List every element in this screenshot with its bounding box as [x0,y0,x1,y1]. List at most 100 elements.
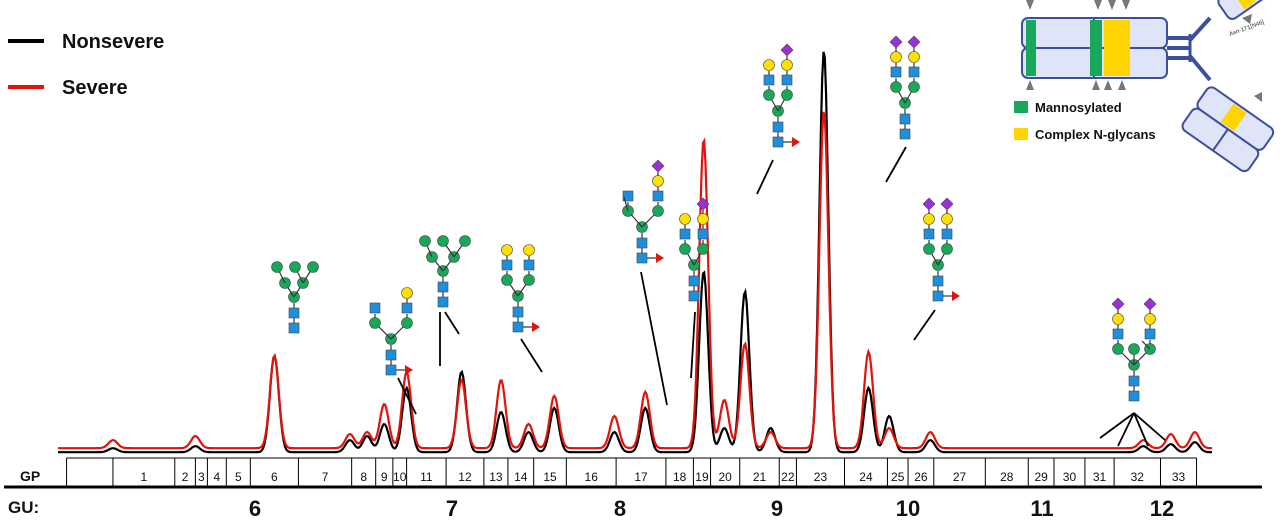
inset-legend-swatch-complex [1014,128,1028,140]
gp-label: 12 [458,470,472,484]
mannose-icon [781,89,793,101]
gp-label: 29 [1034,470,1048,484]
glcnac-icon [1144,328,1156,340]
gp-label: 6 [271,470,278,484]
mannose-icon [289,261,301,273]
chromatogram-traces [58,51,1212,454]
mannose-icon [679,243,691,255]
galactose-icon [941,213,953,225]
mannose-icon [271,261,283,273]
gp-label: 24 [859,470,873,484]
antibody-schematic [1021,0,1275,173]
glcnac-icon [908,66,920,78]
mannose-icon [401,317,413,329]
inset-site-label: Asn-171[N46] [1229,20,1266,38]
gp-label: 13 [489,470,503,484]
gp-label: 18 [673,470,687,484]
gp-label: 26 [914,470,928,484]
gu-tick-label: 7 [446,496,458,521]
glycan-g2s [756,43,800,195]
sialic-acid-icon [922,197,936,211]
mannose-icon [890,81,902,93]
peak-pointer-line [640,271,668,406]
sialic-acid-icon [889,35,903,49]
glcnac-icon [688,290,700,302]
glcnac-icon [512,306,524,318]
sialic-acid-icon [651,159,665,173]
glycan-hybrid [369,287,417,415]
gu-axis-label: GU: [8,498,39,517]
glcnac-icon [1112,328,1124,340]
gu-tick-label: 6 [249,496,261,521]
glycan-g3s3 [1099,297,1166,447]
gp-label: 32 [1131,470,1145,484]
glcnac-icon [932,290,944,302]
galactose-icon [908,51,920,63]
glcnac-icon [679,228,691,240]
gp-label: 10 [393,470,407,484]
gp-label: 3 [198,470,205,484]
glycan-hybrid-s [622,159,668,406]
gp-label: 4 [214,470,221,484]
gp-label: 7 [322,470,329,484]
glcnac-icon [932,275,944,287]
galactose-icon [890,51,902,63]
gp-label: 21 [753,470,767,484]
gp-label: 16 [585,470,599,484]
glycan-man5 [271,261,319,334]
glycan-g2fs2 [913,197,960,341]
glcnac-icon [1128,375,1140,387]
peak-pointer-line [1117,412,1135,447]
mannose-icon [523,274,535,286]
glcnac-icon [688,275,700,287]
gp-label: 15 [543,470,557,484]
peak-pointer-line [1099,412,1135,439]
galactose-icon [781,59,793,71]
glcnac-icon [899,113,911,125]
gp-label: 2 [182,470,189,484]
gp-label: 27 [953,470,967,484]
gp-label: 31 [1093,470,1107,484]
glcnac-icon [437,296,449,308]
legend-label-nonsevere: Nonsevere [62,31,164,53]
peak-pointer-line [913,309,936,341]
glcnac-icon [772,136,784,148]
glcnac-icon [923,228,935,240]
mannose-icon [763,89,775,101]
sialic-acid-icon [1111,297,1125,311]
gp-label: 25 [891,470,905,484]
glcnac-icon [890,66,902,78]
glcnac-icon [636,237,648,249]
glcnac-icon [941,228,953,240]
glcnac-icon [288,322,300,334]
glcnac-icon [385,349,397,361]
peak-pointer-line [690,311,696,379]
mannose-icon [307,261,319,273]
galactose-icon [679,213,691,225]
glycan-structures [271,35,1166,447]
galactose-icon [1112,313,1124,325]
antibody-inset: Asn-171[N46] Mannosylated Complex N-glyc… [1014,0,1275,173]
galactose-icon [401,287,413,299]
fucose-icon [656,253,664,263]
peak-pointer-line [1133,412,1149,447]
gp-label: 19 [695,470,709,484]
gu-tick-label: 12 [1150,496,1174,521]
glcnac-icon [763,74,775,86]
gp-label: 28 [1000,470,1014,484]
gp-label: 20 [718,470,732,484]
sialic-acid-icon [940,197,954,211]
gp-label: 33 [1172,470,1186,484]
mannose-icon [652,205,664,217]
glycan-g2f [501,244,543,373]
galactose-icon [523,244,535,256]
gp-label: 22 [781,470,795,484]
gp-label: 1 [141,470,148,484]
legend: Nonsevere Severe [8,31,164,99]
glycan-bond [1141,340,1151,350]
gp-label: 11 [420,470,433,484]
glcnac-icon [622,190,634,202]
galactose-icon [763,59,775,71]
galactose-icon [652,175,664,187]
